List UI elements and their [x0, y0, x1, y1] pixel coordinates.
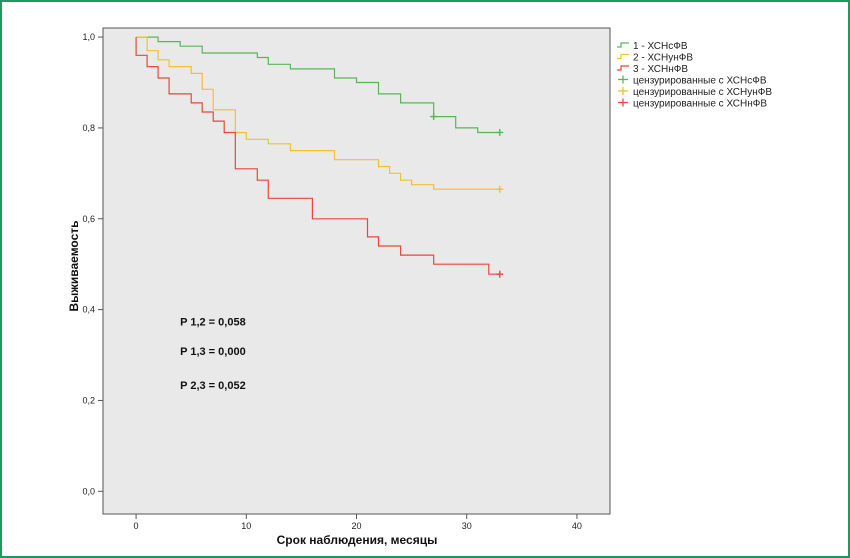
censor-mark-2: [496, 185, 504, 193]
plot-area: [102, 27, 611, 515]
legend-label: 3 - ХСНнФВ: [633, 64, 688, 75]
y-tick-label: 0,6: [82, 214, 95, 224]
legend-line-swatch: [617, 53, 629, 60]
legend-line-swatch: [617, 42, 629, 48]
y-tick-label: 1,0: [82, 32, 95, 42]
legend-item: 3 - ХСНнФВ: [617, 64, 688, 75]
series-line-1: [136, 36, 500, 134]
x-tick-label: 40: [572, 521, 582, 531]
legend-label: цензурированные с ХСНунФВ: [633, 87, 772, 98]
series-line-3: [135, 37, 500, 275]
p-value-annotation: P 2,3 = 0,052: [180, 380, 246, 392]
p-value-annotation: P 1,3 = 0,000: [180, 346, 246, 358]
censor-mark-1: [496, 128, 504, 136]
legend-item: 2 - ХСНунФВ: [617, 53, 693, 64]
legend-item: 1 - ХСНсФВ: [617, 41, 688, 52]
legend-label: цензурированные с ХСНсФВ: [633, 76, 767, 87]
series-line-2: [136, 36, 500, 190]
legend-item: цензурированные с ХСНнФВ: [618, 98, 767, 110]
annotations: P 1,2 = 0,058 P 1,3 = 0,000 P 2,3 = 0,052: [180, 317, 246, 393]
series-group: [135, 36, 504, 278]
y-tick-label: 0,0: [82, 486, 95, 496]
censor-mark-1: [430, 113, 438, 121]
p-value-annotation: P 1,2 = 0,058: [180, 317, 246, 329]
x-tick-label: 20: [351, 521, 361, 531]
legend-label: 1 - ХСНсФВ: [633, 41, 688, 52]
y-tick-label: 0,8: [82, 123, 95, 133]
x-axis-title: Срок наблюдения, месяцы: [277, 533, 438, 547]
axis-ticks: 0 10 20 30 40 0,0 0,2 0,4 0,6 0,8 1,0: [82, 32, 581, 531]
legend-label: 2 - ХСНунФВ: [633, 53, 693, 64]
x-tick-label: 10: [241, 521, 251, 531]
legend-item: цензурированные с ХСНунФВ: [618, 87, 772, 98]
y-tick-label: 0,4: [82, 305, 95, 315]
legend-label: цензурированные с ХСНнФВ: [633, 99, 767, 110]
legend-item: цензурированные с ХСНсФВ: [618, 75, 767, 87]
legend-censor-swatch: [618, 75, 628, 84]
legend-line-swatch: [617, 65, 629, 71]
y-axis-title: Выживаемость: [67, 220, 81, 311]
x-tick-label: 30: [462, 521, 472, 531]
censor-mark-3: [496, 270, 504, 278]
x-tick-label: 0: [134, 521, 139, 531]
y-tick-label: 0,2: [82, 395, 95, 405]
legend-censor-swatch: [618, 98, 628, 107]
legend-censor-swatch: [618, 87, 628, 95]
